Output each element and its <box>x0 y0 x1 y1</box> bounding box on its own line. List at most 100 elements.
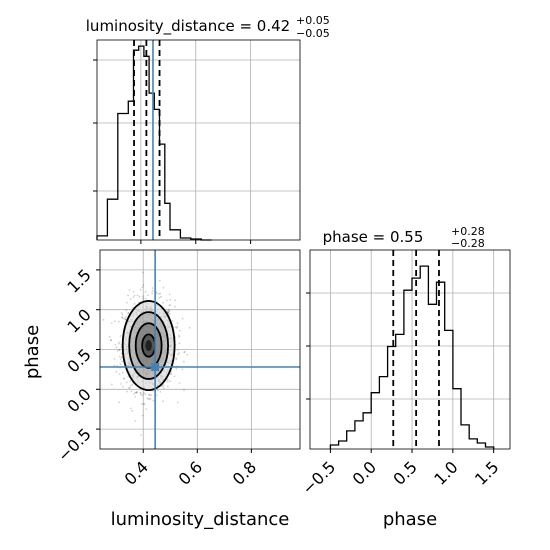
grid <box>97 40 300 240</box>
title-upper-error: +0.05 <box>296 14 330 27</box>
scatter-point <box>121 356 123 359</box>
scatter-point <box>159 292 162 295</box>
scatter-point <box>118 348 121 351</box>
scatter-point <box>174 326 177 329</box>
scatter-point <box>127 312 129 315</box>
scatter-point <box>183 389 185 391</box>
scatter-point <box>119 358 122 360</box>
scatter-point <box>158 279 161 282</box>
scatter-point <box>178 336 181 338</box>
scatter-point <box>148 394 151 397</box>
scatter-point <box>133 303 136 305</box>
scatter-point <box>113 320 116 323</box>
scatter-point <box>163 387 165 390</box>
scatter-point <box>127 312 130 314</box>
scatter-point <box>155 394 158 397</box>
scatter-point <box>121 371 124 374</box>
scatter-point <box>139 391 142 394</box>
scatter-point <box>128 289 131 291</box>
scatter-point <box>141 286 144 289</box>
scatter-point <box>167 311 170 313</box>
quantile-lines <box>133 40 161 240</box>
scatter-point <box>138 295 141 298</box>
scatter-point <box>178 334 180 337</box>
scatter-point <box>169 380 171 383</box>
scatter-point <box>110 339 112 342</box>
scatter-point <box>161 385 164 388</box>
scatter-point <box>160 295 162 298</box>
scatter-point <box>123 377 125 380</box>
scatter-point <box>155 291 158 294</box>
scatter-point <box>181 317 184 320</box>
scatter-point <box>176 325 179 328</box>
scatter-point <box>168 309 171 312</box>
title-main: phase = 0.55 <box>323 228 424 246</box>
scatter-point <box>121 313 124 316</box>
scatter-point <box>140 402 143 405</box>
scatter-point <box>118 320 120 323</box>
scatter-point <box>123 317 125 320</box>
scatter-point <box>162 384 165 386</box>
scatter-point <box>143 403 146 405</box>
title-main: luminosity_distance = 0.42 <box>86 17 290 36</box>
histogram-step <box>96 45 212 241</box>
scatter-point <box>144 297 147 300</box>
scatter-point <box>183 350 186 353</box>
scatter-point <box>132 291 135 293</box>
scatter-point <box>174 305 177 308</box>
scatter-point <box>118 401 121 404</box>
scatter-point <box>178 352 181 354</box>
scatter-point <box>176 322 179 325</box>
scatter-point <box>151 292 154 295</box>
scatter-point <box>178 382 181 384</box>
scatter-point <box>113 358 116 360</box>
y-ticks <box>306 292 310 400</box>
contour <box>128 311 170 380</box>
scatter-point <box>171 320 174 322</box>
scatter-point <box>150 394 153 397</box>
scatter-point <box>158 293 161 295</box>
scatter-point <box>132 296 135 298</box>
scatter-point <box>142 297 144 300</box>
scatter-point <box>131 410 134 412</box>
scatter-point <box>166 380 169 383</box>
scatter-point <box>167 311 170 314</box>
quantile-lines <box>392 250 440 449</box>
scatter-point <box>127 387 130 389</box>
scatter-point <box>146 397 149 400</box>
scatter-point <box>126 390 128 393</box>
scatter-point <box>183 351 186 354</box>
y-axis-label: phase <box>22 325 43 379</box>
scatter-point <box>139 288 142 291</box>
scatter-point <box>114 343 117 346</box>
scatter-point <box>169 373 172 375</box>
x-axis-label: phase <box>383 509 437 530</box>
scatter-point <box>121 360 124 363</box>
scatter-point <box>110 339 112 342</box>
scatter-point <box>113 364 116 367</box>
scatter-point <box>186 353 189 356</box>
x-axis-label: luminosity_distance <box>111 509 290 530</box>
scatter-point <box>131 383 134 386</box>
scatter-point <box>166 378 169 381</box>
scatter-point <box>134 396 137 398</box>
scatter-point <box>147 397 150 400</box>
scatter-point <box>162 286 165 289</box>
scatter-point <box>115 346 118 348</box>
scatter-point <box>119 335 122 337</box>
scatter-point <box>135 391 138 394</box>
scatter-point <box>176 327 178 329</box>
x-ticks <box>140 240 252 244</box>
scatter-point <box>142 271 144 274</box>
histogram-bars <box>329 265 495 449</box>
truth-crosshair <box>100 250 300 449</box>
scatter-point <box>144 393 147 396</box>
scatter-point <box>102 318 105 321</box>
scatter-point <box>141 394 144 396</box>
scatter-point <box>142 403 145 406</box>
scatter-point <box>176 401 179 404</box>
scatter-point <box>159 390 162 393</box>
hist-title-phase: phase = 0.55 <box>323 228 424 246</box>
scatter-point <box>148 398 151 401</box>
scatter-point <box>139 392 142 394</box>
